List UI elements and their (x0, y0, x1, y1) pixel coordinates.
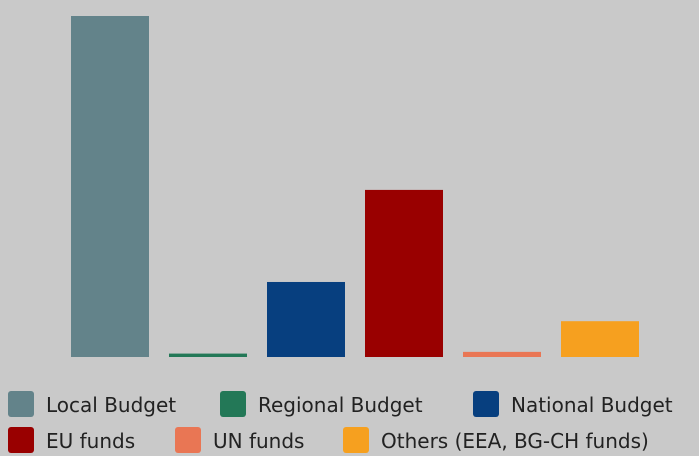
legend-swatch-national-budget (473, 391, 499, 417)
legend-item-eu-funds: EU funds (8, 427, 135, 453)
bar-eu-funds (365, 189, 443, 357)
legend-item-regional-budget: Regional Budget (220, 391, 423, 417)
bar-others-eea-bg-ch-funds (561, 321, 639, 357)
legend-swatch-regional-budget (220, 391, 246, 417)
bar-un-funds (463, 351, 541, 357)
legend-label-national-budget: National Budget (511, 393, 673, 417)
legend: Local Budget Regional Budget National Budg… (8, 391, 673, 453)
legend-item-others-eea-bg-ch-funds: Others (EEA, BG-CH funds) (343, 427, 649, 453)
bar-regional-budget (169, 353, 247, 357)
legend-item-local-budget: Local Budget (8, 391, 176, 417)
bar-group (71, 16, 639, 357)
legend-label-others-eea-bg-ch-funds: Others (EEA, BG-CH funds) (381, 429, 649, 453)
legend-swatch-local-budget (8, 391, 34, 417)
legend-swatch-un-funds (175, 427, 201, 453)
legend-label-eu-funds: EU funds (46, 429, 135, 453)
legend-label-local-budget: Local Budget (46, 393, 176, 417)
legend-swatch-eu-funds (8, 427, 34, 453)
legend-item-un-funds: UN funds (175, 427, 304, 453)
bar-national-budget (267, 281, 345, 357)
legend-label-regional-budget: Regional Budget (258, 393, 423, 417)
legend-swatch-others-eea-bg-ch-funds (343, 427, 369, 453)
legend-label-un-funds: UN funds (213, 429, 304, 453)
legend-item-national-budget: National Budget (473, 391, 673, 417)
bar-local-budget (71, 16, 149, 357)
